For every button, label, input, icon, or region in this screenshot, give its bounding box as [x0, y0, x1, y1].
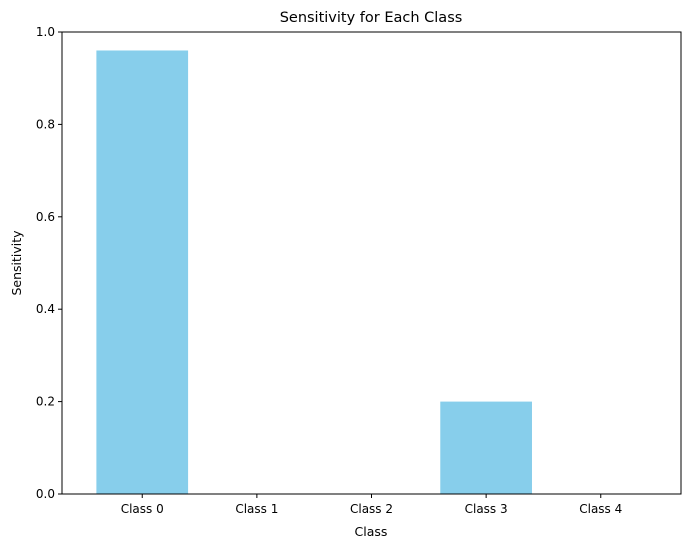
x-tick-label: Class 2 — [350, 502, 393, 516]
bars-group — [96, 50, 532, 494]
chart-title: Sensitivity for Each Class — [280, 10, 463, 26]
y-tick-label: 0.0 — [36, 487, 55, 501]
x-tick-label: Class 4 — [579, 502, 622, 516]
y-tick-label: 0.2 — [36, 395, 55, 409]
x-axis-label: Class — [355, 524, 388, 539]
y-tick-label: 0.8 — [36, 117, 55, 131]
y-tick-label: 0.4 — [36, 302, 55, 316]
y-tick-label: 0.6 — [36, 210, 55, 224]
plot-frame — [61, 31, 682, 495]
x-tick-label: Class 1 — [235, 502, 278, 516]
y-axis: 0.0 0.2 0.4 0.6 0.8 1.0 — [36, 25, 62, 501]
bar-class-3 — [440, 401, 532, 494]
bar-class-0 — [96, 50, 189, 494]
y-tick-label: 1.0 — [36, 25, 55, 39]
y-axis-label: Sensitivity — [9, 230, 24, 296]
x-axis: Class 0 Class 1 Class 2 Class 3 Class 4 — [121, 494, 622, 516]
x-tick-label: Class 0 — [121, 502, 164, 516]
x-tick-label: Class 3 — [465, 502, 508, 516]
